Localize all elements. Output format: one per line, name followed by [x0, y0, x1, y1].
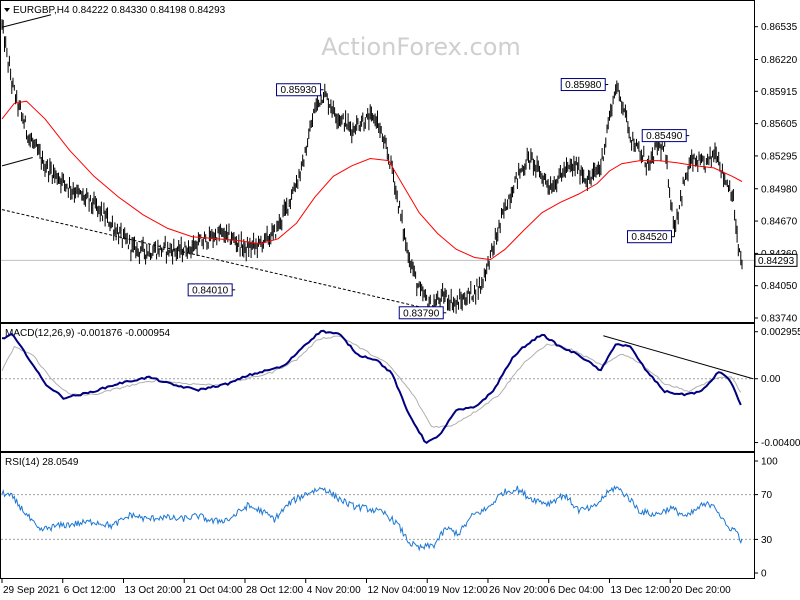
x-tick-label: 13 Dec 12:00	[610, 585, 670, 596]
price-label: 0.85490	[646, 131, 683, 142]
watermark: ActionForex.com	[321, 33, 521, 61]
rsi-line	[1, 485, 743, 552]
macd-tick-label: 0.002955	[761, 327, 800, 338]
y-tick-label: 0.85605	[761, 119, 798, 130]
rsi-tick-label: 70	[761, 490, 773, 501]
price-label-box	[560, 78, 606, 92]
rsi-series	[1, 485, 754, 552]
price-label-box	[627, 230, 673, 244]
price-panel	[0, 0, 755, 323]
x-tick-label: 6 Dec 04:00	[550, 585, 604, 596]
macd-panel	[0, 323, 755, 452]
x-tick-label: 19 Nov 12:00	[428, 585, 488, 596]
price-label: 0.84520	[631, 232, 668, 243]
rsi-panel	[0, 452, 755, 579]
macd-series	[1, 329, 754, 445]
price-label: 0.85930	[280, 85, 317, 96]
price-panel-title: EURGBP,H4 0.84222 0.84330 0.84198 0.8429…	[13, 5, 226, 16]
price-annotations: 0.85930 0.84010 0.83790 0.85980 0.85490 0.845…	[187, 78, 690, 320]
y-tick-label: 0.85915	[761, 87, 798, 98]
rsi-tick-label: 30	[761, 535, 773, 546]
price-label-box	[276, 83, 322, 97]
price-label-box	[641, 129, 687, 143]
y-tick-label: 0.84050	[761, 281, 798, 292]
x-tick-label: 4 Nov 20:00	[307, 585, 361, 596]
macd-line	[1, 329, 742, 445]
last-price-badge	[754, 253, 798, 267]
trendline-2	[1, 157, 33, 167]
macd-tick-label: 0.00	[761, 374, 781, 385]
x-tick-label: 6 Oct 12:00	[64, 585, 116, 596]
last-price-label: 0.84293	[758, 256, 795, 267]
rsi-tick-label: 0	[761, 569, 767, 580]
trendline-1	[1, 14, 52, 28]
price-axis: 0.86535 0.86220 0.85915 0.85605 0.85295 0.849…	[754, 22, 798, 325]
y-tick-label: 0.84670	[761, 217, 798, 228]
macd-title: MACD(12,26,9) -0.001876 -0.000954	[5, 328, 171, 339]
x-tick-label: 29 Sep 2021	[3, 585, 60, 596]
price-label: 0.83790	[403, 308, 440, 319]
x-axis: 29 Sep 2021 6 Oct 12:00 13 Oct 20:00 21 Oct…	[1, 578, 731, 596]
macd-tick-label: -0.004009	[761, 438, 800, 449]
macd-axis: 0.002955 0.00 -0.004009	[754, 327, 800, 449]
macd-trendline	[603, 335, 754, 380]
rsi-tick-label: 100	[761, 457, 778, 468]
price-label: 0.84010	[192, 285, 229, 296]
y-tick-label: 0.86535	[761, 22, 798, 33]
x-tick-label: 28 Oct 12:00	[246, 585, 304, 596]
price-bars	[1, 19, 743, 315]
x-tick-label: 20 Dec 20:00	[671, 585, 731, 596]
price-label-box	[187, 283, 233, 297]
trendline-0	[1, 209, 432, 311]
macd-signal-line	[1, 335, 742, 428]
price-label: 0.85980	[565, 80, 602, 91]
x-tick-label: 26 Nov 20:00	[489, 585, 549, 596]
x-tick-label: 21 Oct 04:00	[185, 585, 243, 596]
price-label-box	[398, 306, 444, 320]
price-series	[1, 14, 754, 315]
rsi-axis: 100 70 30 0	[754, 457, 778, 580]
y-tick-label: 0.84980	[761, 184, 798, 195]
y-tick-label: 0.83740	[761, 314, 798, 325]
y-tick-label: 0.86220	[761, 55, 798, 66]
chevron-down-icon	[4, 8, 10, 12]
x-tick-label: 13 Oct 20:00	[124, 585, 182, 596]
x-tick-label: 12 Nov 04:00	[367, 585, 427, 596]
rsi-title: RSI(14) 28.0549	[5, 457, 79, 468]
y-tick-label: 0.85295	[761, 151, 798, 162]
moving-average-line	[1, 100, 743, 261]
